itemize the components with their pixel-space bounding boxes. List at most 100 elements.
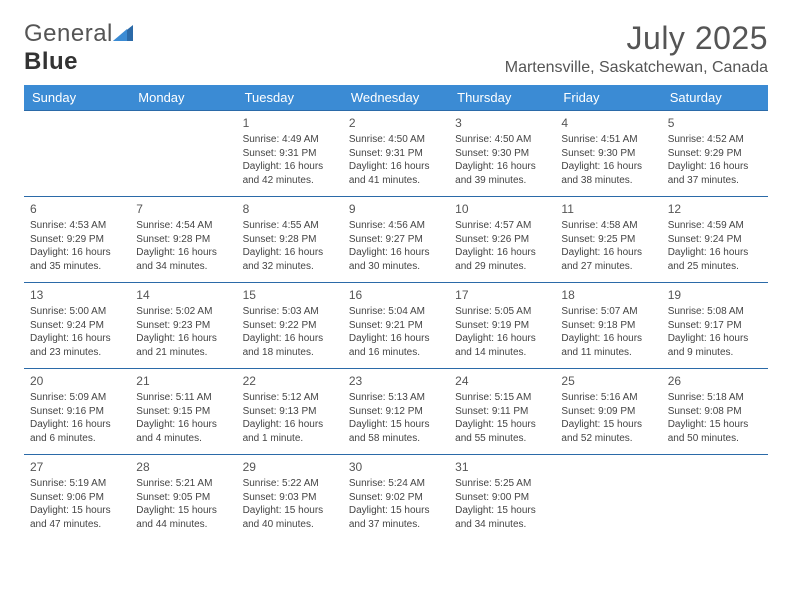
sunrise-line: Sunrise: 5:25 AM [455, 477, 549, 491]
day-cell: 30Sunrise: 5:24 AMSunset: 9:02 PMDayligh… [343, 454, 449, 540]
day-number: 29 [243, 459, 337, 475]
sunrise-line: Sunrise: 4:58 AM [561, 219, 655, 233]
day-cell: 1Sunrise: 4:49 AMSunset: 9:31 PMDaylight… [237, 110, 343, 196]
dow-cell: Thursday [449, 85, 555, 110]
daylight-line: Daylight: 15 hours and 47 minutes. [30, 504, 124, 531]
day-number: 7 [136, 201, 230, 217]
day-number: 4 [561, 115, 655, 131]
sunset-line: Sunset: 9:24 PM [668, 233, 762, 247]
day-number: 9 [349, 201, 443, 217]
dow-cell: Tuesday [237, 85, 343, 110]
sunset-line: Sunset: 9:05 PM [136, 491, 230, 505]
dow-cell: Friday [555, 85, 661, 110]
sunrise-line: Sunrise: 4:59 AM [668, 219, 762, 233]
day-number: 26 [668, 373, 762, 389]
day-cell: 20Sunrise: 5:09 AMSunset: 9:16 PMDayligh… [24, 368, 130, 454]
logo-text: General Blue [24, 20, 133, 76]
daylight-line: Daylight: 15 hours and 52 minutes. [561, 418, 655, 445]
day-cell: 21Sunrise: 5:11 AMSunset: 9:15 PMDayligh… [130, 368, 236, 454]
logo-word-1: General [24, 20, 113, 47]
day-cell: 8 Sunrise: 4:55 AMSunset: 9:28 PMDaylight… [237, 196, 343, 282]
dow-cell: Monday [130, 85, 236, 110]
sunrise-line: Sunrise: 5:08 AM [668, 305, 762, 319]
sunset-line: Sunset: 9:31 PM [243, 147, 337, 161]
sunset-line: Sunset: 9:02 PM [349, 491, 443, 505]
day-cell: 28Sunrise: 5:21 AMSunset: 9:05 PMDayligh… [130, 454, 236, 540]
sunset-line: Sunset: 9:16 PM [30, 405, 124, 419]
day-cell: 27Sunrise: 5:19 AMSunset: 9:06 PMDayligh… [24, 454, 130, 540]
day-cell: 4Sunrise: 4:51 AMSunset: 9:30 PMDaylight… [555, 110, 661, 196]
sunrise-line: Sunrise: 5:19 AM [30, 477, 124, 491]
sunrise-line: Sunrise: 4:49 AM [243, 133, 337, 147]
calendar-grid: 1Sunrise: 4:49 AMSunset: 9:31 PMDaylight… [24, 110, 768, 540]
sunrise-line: Sunrise: 5:03 AM [243, 305, 337, 319]
sunset-line: Sunset: 9:30 PM [561, 147, 655, 161]
sunrise-line: Sunrise: 5:12 AM [243, 391, 337, 405]
sunrise-line: Sunrise: 4:50 AM [455, 133, 549, 147]
sunrise-line: Sunrise: 5:07 AM [561, 305, 655, 319]
day-number: 5 [668, 115, 762, 131]
sunset-line: Sunset: 9:27 PM [349, 233, 443, 247]
day-cell: 23Sunrise: 5:13 AMSunset: 9:12 PMDayligh… [343, 368, 449, 454]
day-number: 16 [349, 287, 443, 303]
dow-cell: Saturday [662, 85, 768, 110]
sunrise-line: Sunrise: 4:54 AM [136, 219, 230, 233]
day-cell: 7Sunrise: 4:54 AMSunset: 9:28 PMDaylight… [130, 196, 236, 282]
day-number: 23 [349, 373, 443, 389]
daylight-line: Daylight: 15 hours and 34 minutes. [455, 504, 549, 531]
sunrise-line: Sunrise: 4:55 AM [243, 219, 337, 233]
sunrise-line: Sunrise: 5:22 AM [243, 477, 337, 491]
sunrise-line: Sunrise: 5:02 AM [136, 305, 230, 319]
daylight-line: Daylight: 16 hours and 29 minutes. [455, 246, 549, 273]
sunset-line: Sunset: 9:30 PM [455, 147, 549, 161]
sunset-line: Sunset: 9:28 PM [136, 233, 230, 247]
day-cell: 22Sunrise: 5:12 AMSunset: 9:13 PMDayligh… [237, 368, 343, 454]
day-cell: 6Sunrise: 4:53 AMSunset: 9:29 PMDaylight… [24, 196, 130, 282]
daylight-line: Daylight: 16 hours and 1 minute. [243, 418, 337, 445]
day-cell: 14Sunrise: 5:02 AMSunset: 9:23 PMDayligh… [130, 282, 236, 368]
sunset-line: Sunset: 9:11 PM [455, 405, 549, 419]
daylight-line: Daylight: 16 hours and 16 minutes. [349, 332, 443, 359]
day-cell: 11Sunrise: 4:58 AMSunset: 9:25 PMDayligh… [555, 196, 661, 282]
daylight-line: Daylight: 15 hours and 44 minutes. [136, 504, 230, 531]
empty-cell [662, 454, 768, 540]
sunrise-line: Sunrise: 5:04 AM [349, 305, 443, 319]
daylight-line: Daylight: 16 hours and 41 minutes. [349, 160, 443, 187]
sunset-line: Sunset: 9:28 PM [243, 233, 337, 247]
day-number: 27 [30, 459, 124, 475]
day-cell: 10Sunrise: 4:57 AMSunset: 9:26 PMDayligh… [449, 196, 555, 282]
daylight-line: Daylight: 16 hours and 42 minutes. [243, 160, 337, 187]
daylight-line: Daylight: 16 hours and 39 minutes. [455, 160, 549, 187]
sunset-line: Sunset: 9:19 PM [455, 319, 549, 333]
day-number: 18 [561, 287, 655, 303]
sunrise-line: Sunrise: 5:13 AM [349, 391, 443, 405]
daylight-line: Daylight: 16 hours and 11 minutes. [561, 332, 655, 359]
day-cell: 17Sunrise: 5:05 AMSunset: 9:19 PMDayligh… [449, 282, 555, 368]
sunrise-line: Sunrise: 4:57 AM [455, 219, 549, 233]
day-number: 2 [349, 115, 443, 131]
empty-cell [130, 110, 236, 196]
sunset-line: Sunset: 9:17 PM [668, 319, 762, 333]
sunset-line: Sunset: 9:08 PM [668, 405, 762, 419]
sunrise-line: Sunrise: 4:53 AM [30, 219, 124, 233]
daylight-line: Daylight: 15 hours and 40 minutes. [243, 504, 337, 531]
sunset-line: Sunset: 9:29 PM [30, 233, 124, 247]
day-number: 19 [668, 287, 762, 303]
sunrise-line: Sunrise: 4:51 AM [561, 133, 655, 147]
daylight-line: Daylight: 16 hours and 9 minutes. [668, 332, 762, 359]
day-cell: 5Sunrise: 4:52 AMSunset: 9:29 PMDaylight… [662, 110, 768, 196]
sunset-line: Sunset: 9:24 PM [30, 319, 124, 333]
day-number: 8 [243, 201, 337, 217]
sunset-line: Sunset: 9:03 PM [243, 491, 337, 505]
daylight-line: Daylight: 16 hours and 32 minutes. [243, 246, 337, 273]
daylight-line: Daylight: 15 hours and 58 minutes. [349, 418, 443, 445]
calendar: SundayMondayTuesdayWednesdayThursdayFrid… [24, 85, 768, 540]
sunrise-line: Sunrise: 5:21 AM [136, 477, 230, 491]
day-number: 14 [136, 287, 230, 303]
day-cell: 15Sunrise: 5:03 AMSunset: 9:22 PMDayligh… [237, 282, 343, 368]
sunset-line: Sunset: 9:15 PM [136, 405, 230, 419]
daylight-line: Daylight: 16 hours and 18 minutes. [243, 332, 337, 359]
sunrise-line: Sunrise: 5:11 AM [136, 391, 230, 405]
logo-word-2: Blue [24, 48, 78, 75]
day-cell: 3Sunrise: 4:50 AMSunset: 9:30 PMDaylight… [449, 110, 555, 196]
